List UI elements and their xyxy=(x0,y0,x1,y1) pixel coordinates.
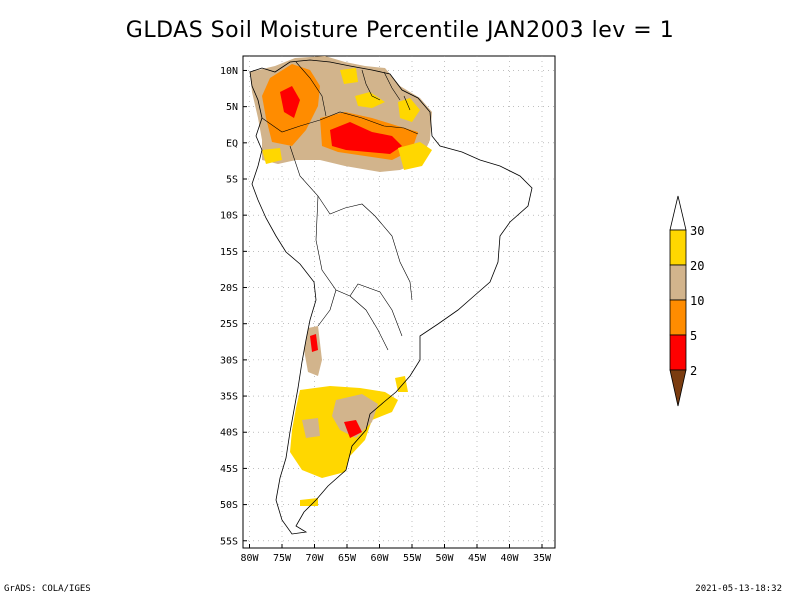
lon-tick-label: 70W xyxy=(305,553,324,564)
footer-credit: GrADS: COLA/IGES xyxy=(4,584,91,594)
colorbar-label-10: 10 xyxy=(690,294,704,308)
colorbar-2-5 xyxy=(669,334,687,371)
coastline xyxy=(249,59,533,535)
colorbar-above-30 xyxy=(669,195,687,231)
colorbar-10-20 xyxy=(669,264,687,301)
colorbar-label-2: 2 xyxy=(690,364,697,378)
lat-tick-label: 35S xyxy=(220,392,238,403)
colorbar-label-5: 5 xyxy=(690,329,697,343)
lon-tick-label: 45W xyxy=(468,553,487,564)
lon-tick-label: 40W xyxy=(500,553,519,564)
lat-tick-label: 25S xyxy=(220,319,238,330)
lon-tick-label: 55W xyxy=(403,553,422,564)
lat-tick-label: 10S xyxy=(220,211,238,222)
lat-tick-label: 50S xyxy=(220,500,238,511)
map-frame xyxy=(242,55,556,549)
lat-tick-label: 15S xyxy=(220,247,238,258)
lat-tick-label: 40S xyxy=(220,428,238,439)
country-borders xyxy=(261,61,419,351)
lon-tick-label: 75W xyxy=(273,553,292,564)
colorbar-label-20: 20 xyxy=(690,259,704,273)
lat-tick-label: 5N xyxy=(226,102,238,113)
colorbar-5-10 xyxy=(669,299,687,336)
axis-ticks: 10N 5N EQ 5S 10S 15S 20S 25S 30S 35S 40S 45S 50S 55S8… xyxy=(220,66,552,564)
shading-north xyxy=(250,56,432,172)
page-title: GLDAS Soil Moisture Percentile JAN2003 l… xyxy=(125,18,675,43)
footer-timestamp: 2021-05-13-18:32 xyxy=(695,584,782,594)
colorbar: 30 20 10 5 2 xyxy=(669,195,704,407)
lon-tick-label: 50W xyxy=(435,553,454,564)
lat-tick-label: 30S xyxy=(220,355,238,366)
colorbar-label-30: 30 xyxy=(690,224,704,238)
lat-tick-label: 10N xyxy=(220,66,238,77)
lat-tick-label: 45S xyxy=(220,464,238,475)
lat-tick-label: EQ xyxy=(226,138,238,149)
colorbar-20-30 xyxy=(669,229,687,266)
colorbar-below-2 xyxy=(669,369,687,407)
shading-south xyxy=(290,326,408,506)
lat-tick-label: 5S xyxy=(226,175,238,186)
lat-tick-label: 20S xyxy=(220,283,238,294)
lon-tick-label: 65W xyxy=(338,553,357,564)
lon-tick-label: 60W xyxy=(370,553,389,564)
lon-tick-label: 80W xyxy=(240,553,259,564)
lon-tick-label: 35W xyxy=(533,553,552,564)
lat-tick-label: 55S xyxy=(220,536,238,547)
